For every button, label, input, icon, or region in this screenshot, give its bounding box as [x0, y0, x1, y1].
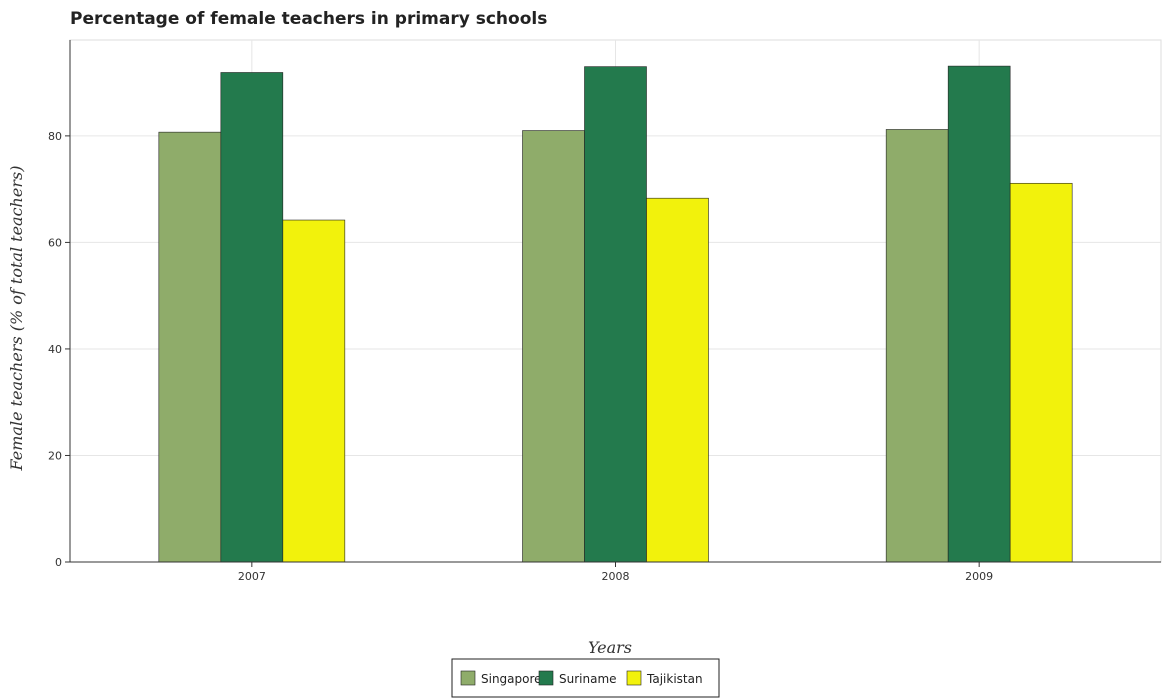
legend-label-suriname: Suriname	[559, 672, 617, 686]
y-tick-label: 0	[55, 556, 62, 569]
legend-label-singapore: Singapore	[481, 672, 542, 686]
legend-swatch-singapore	[460, 670, 476, 686]
bar-suriname-2007	[220, 72, 284, 563]
y-axis-label: Female teachers (% of total teachers)	[7, 166, 26, 472]
bar-singapore-2008	[522, 130, 585, 563]
axes: 0 20 40 60 80 2007 2008 2009	[48, 40, 1161, 583]
bar-singapore-2009	[885, 129, 949, 563]
legend-label-tajikistan: Tajikistan	[646, 672, 703, 686]
x-tick-label: 2008	[602, 570, 630, 583]
legend: Singapore Suriname Tajikistan	[451, 658, 720, 698]
x-axis-label: Years	[588, 638, 632, 657]
bar-suriname-2008	[584, 66, 647, 563]
legend-swatch-tajikistan	[626, 670, 642, 686]
bar-tajikistan-2009	[1009, 182, 1073, 563]
bar-singapore-2007	[158, 131, 222, 563]
y-tick-label: 60	[48, 236, 62, 249]
x-tick-label: 2007	[238, 570, 266, 583]
bars	[158, 65, 1073, 563]
x-tick-label: 2009	[965, 570, 993, 583]
chart-title: Percentage of female teachers in primary…	[70, 9, 547, 29]
bar-suriname-2009	[947, 65, 1011, 563]
y-tick-label: 80	[48, 130, 62, 143]
legend-swatch-suriname	[538, 670, 554, 686]
legend-box	[451, 658, 720, 698]
bar-tajikistan-2008	[646, 197, 709, 563]
bar-tajikistan-2007	[282, 219, 346, 563]
y-tick-label: 40	[48, 343, 62, 356]
y-tick-label: 20	[48, 449, 62, 462]
